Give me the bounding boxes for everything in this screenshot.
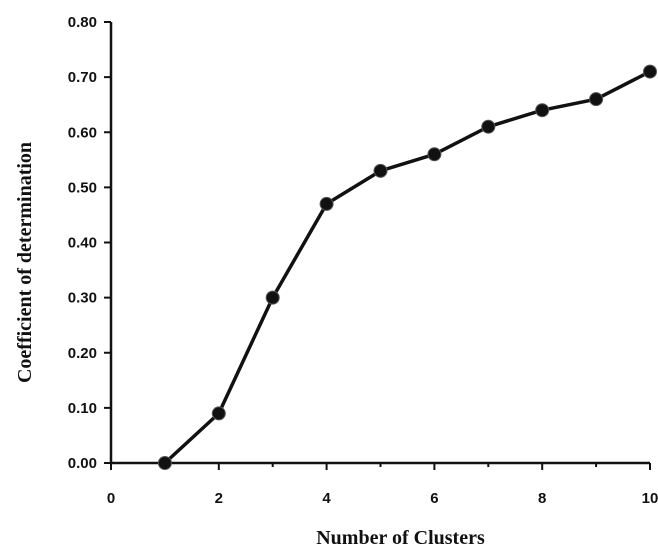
y-axis-title: Coefficient of determination [14,142,36,383]
y-tick-label: 0.70 [68,69,97,86]
data-point [211,406,226,421]
y-tick-label: 0.00 [68,455,97,472]
data-point [157,456,172,470]
y-tick-label: 0.40 [68,235,97,252]
x-axis-ticks: 0 2 4 6 8 10 [107,463,658,507]
y-tick-label: 0.80 [68,14,97,31]
y-tick-label: 0.10 [68,400,97,417]
y-tick-label: 0.60 [68,124,97,141]
y-tick-label: 0.30 [68,290,97,307]
y-tick-label: 0.20 [68,345,97,362]
data-point [319,196,334,211]
data-point [481,119,496,134]
x-tick-label: 0 [107,490,115,507]
data-point [427,147,442,162]
series-line [163,70,651,465]
x-tick-label: 2 [215,490,223,507]
data-point [535,103,550,118]
data-points [157,64,657,470]
x-axis-title: Number of Clusters [316,527,485,549]
data-point [589,92,604,107]
x-tick-label: 10 [642,490,658,507]
x-tick-label: 6 [430,490,438,507]
x-tick-label: 4 [322,490,331,507]
data-point [643,64,657,79]
x-tick-label: 8 [538,490,546,507]
data-point [265,290,280,305]
data-point [373,163,388,178]
y-tick-label: 0.50 [68,179,97,196]
y-axis-ticks: 0.00 0.10 0.20 0.30 0.40 0.50 0.60 0.70 0.80 [68,14,111,472]
